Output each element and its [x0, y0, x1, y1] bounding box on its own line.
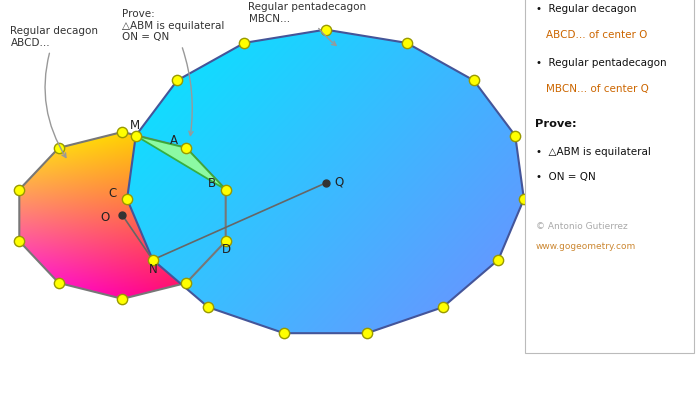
Point	[53, 144, 64, 151]
FancyBboxPatch shape	[525, 0, 694, 353]
Text: Prove:: Prove:	[536, 118, 577, 129]
Point	[239, 39, 250, 46]
Point	[401, 39, 412, 46]
Point	[438, 304, 449, 310]
Point	[181, 280, 192, 286]
Text: Prove:
△ABM is equilateral
ON = QN: Prove: △ABM is equilateral ON = QN	[122, 9, 225, 136]
Point	[493, 257, 504, 263]
Point	[220, 186, 231, 193]
Point	[518, 196, 529, 202]
Point	[468, 77, 480, 84]
Point	[14, 186, 25, 193]
Text: N: N	[149, 263, 158, 276]
Text: •  Regular pentadecagon: • Regular pentadecagon	[536, 58, 666, 68]
Text: Regular pentadecagon
MBCN...: Regular pentadecagon MBCN...	[248, 2, 367, 45]
Text: C: C	[108, 187, 116, 200]
Polygon shape	[136, 136, 225, 189]
Text: O: O	[100, 211, 109, 224]
Point	[220, 238, 231, 244]
Text: A: A	[169, 134, 178, 147]
Text: B: B	[207, 177, 216, 190]
Point	[510, 132, 521, 139]
Point	[117, 212, 128, 219]
Text: ABCD... of center O: ABCD... of center O	[546, 30, 648, 40]
Point	[53, 280, 64, 286]
Text: MBCN... of center Q: MBCN... of center Q	[546, 84, 649, 94]
Point	[181, 144, 192, 151]
Point	[320, 26, 331, 33]
Point	[14, 238, 25, 244]
Text: Q: Q	[334, 176, 343, 189]
Point	[361, 330, 372, 336]
Text: •  Regular decagon: • Regular decagon	[536, 4, 636, 14]
Text: D: D	[222, 243, 231, 256]
Text: © Antonio Gutierrez: © Antonio Gutierrez	[536, 222, 627, 231]
Text: M: M	[130, 119, 140, 132]
Point	[202, 304, 214, 310]
Point	[172, 77, 183, 84]
Text: www.gogeometry.com: www.gogeometry.com	[536, 242, 636, 251]
Text: •  △ABM is equilateral: • △ABM is equilateral	[536, 147, 650, 157]
Text: •  ON = QN: • ON = QN	[536, 172, 595, 182]
Point	[117, 129, 128, 135]
Point	[320, 180, 331, 186]
Point	[147, 257, 158, 263]
Point	[122, 196, 133, 202]
Point	[117, 296, 128, 302]
Point	[130, 132, 141, 139]
Point	[279, 330, 290, 336]
Text: Regular decagon
ABCD...: Regular decagon ABCD...	[10, 26, 99, 158]
